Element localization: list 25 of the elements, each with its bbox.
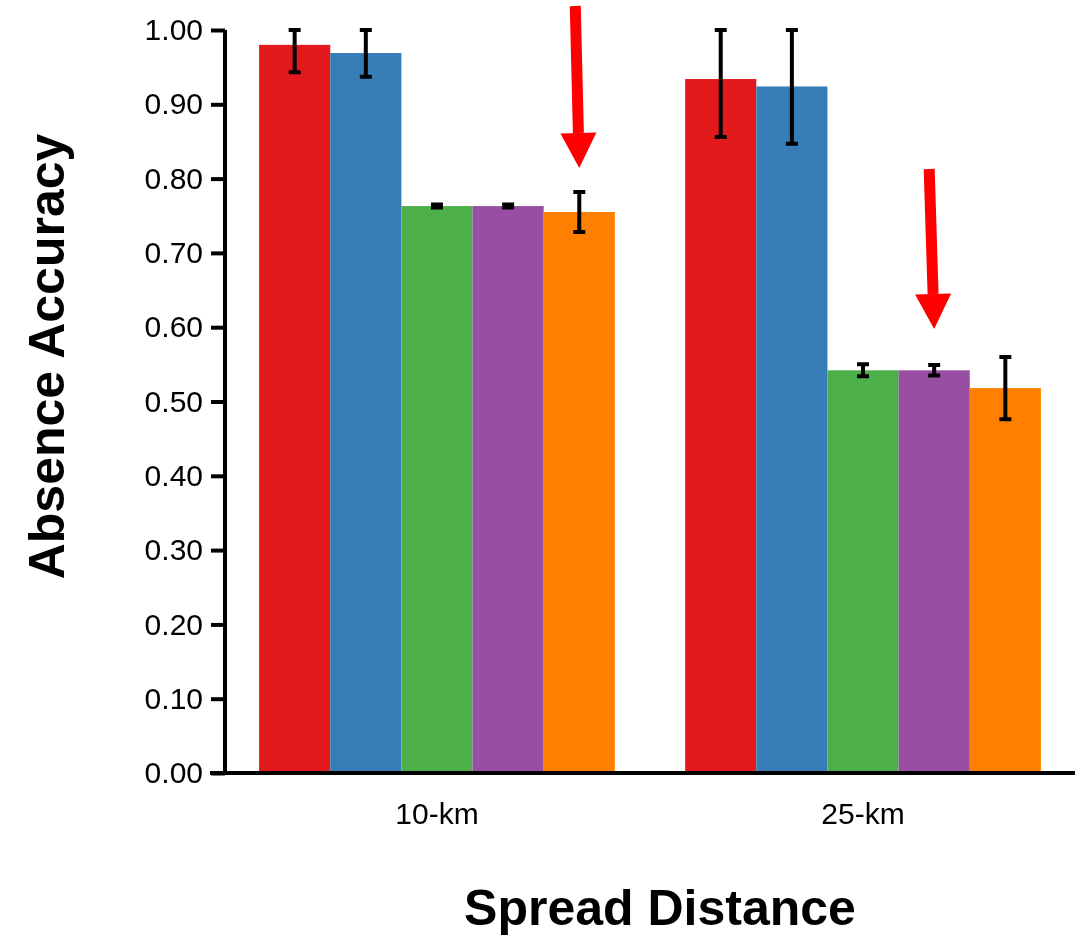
y-tick-label: 0.00 [144,756,203,790]
bar [685,79,757,773]
y-tick-label: 0.70 [144,236,203,269]
y-tick-label: 0.80 [144,161,203,195]
x-tick-label: 10-km [395,797,479,831]
y-tick-label: 0.40 [144,458,203,492]
y-tick-label: 0.50 [144,384,203,418]
y-axis-title: Absence Accuracy [19,133,75,580]
bar [472,206,544,773]
y-tick-label: 0.30 [144,533,203,567]
bar [259,44,331,773]
x-axis-title: Spread Distance [464,880,856,936]
bar [401,206,473,773]
bar [827,370,899,773]
y-tick-label: 0.20 [144,607,203,641]
bar [543,212,615,773]
bar [756,86,828,773]
x-tick-label: 25-km [821,797,905,831]
y-tick-label: 1.00 [144,13,203,47]
y-tick-label: 0.90 [144,87,203,121]
bar [330,53,402,773]
y-tick-label: 0.10 [144,681,203,715]
bar [898,370,970,773]
bar [969,388,1041,773]
y-tick-label: 0.60 [144,310,203,344]
